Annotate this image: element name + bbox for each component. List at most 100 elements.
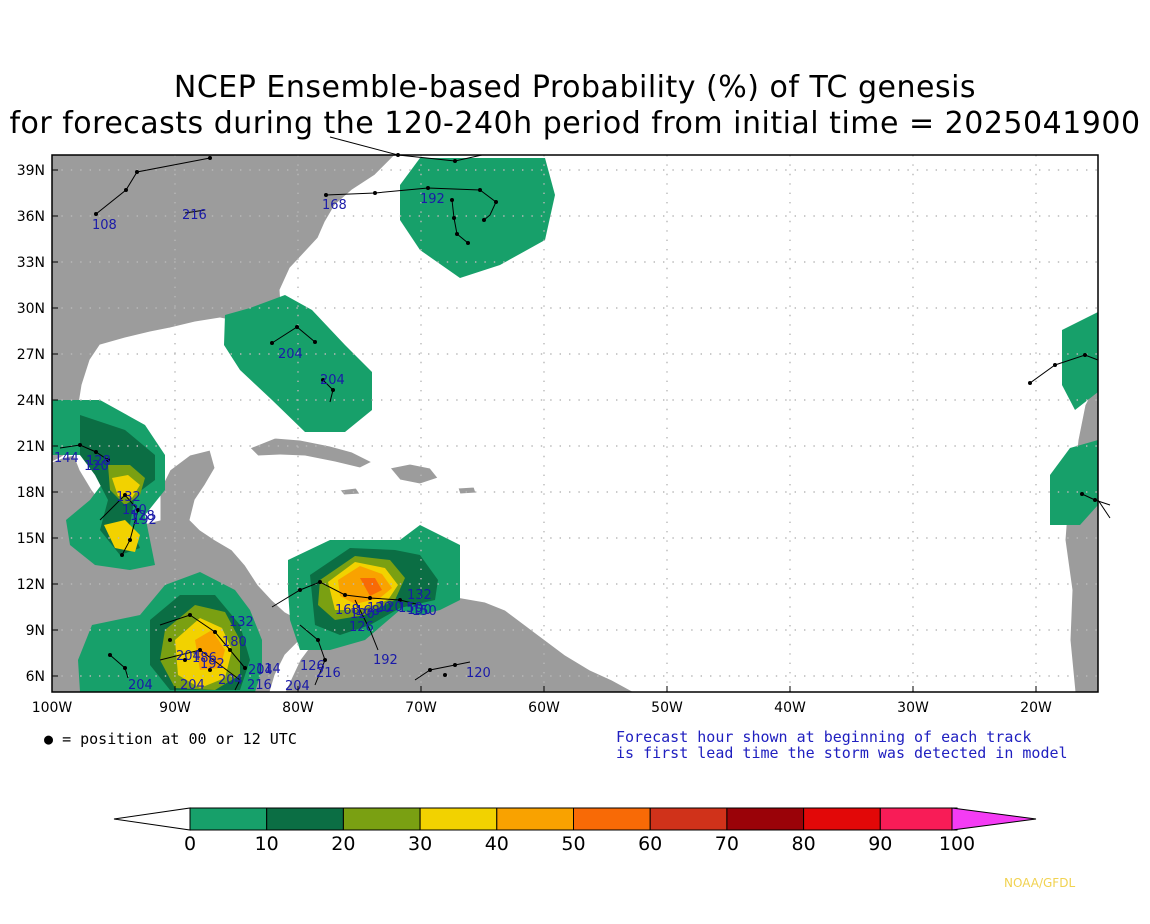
track-hour-label: 120 [122,503,147,518]
latitude-labels: 39N 36N 33N 30N 27N 24N 21N 18N 15N 12N 9N 6N [17,163,58,685]
lon-label: 50W [651,700,683,716]
track-hour-label: 216 [247,678,272,693]
lat-label: 30N [17,301,45,317]
land-cuba [249,437,374,469]
colorbar-tick-label: 60 [638,833,662,855]
lat-label: 9N [26,623,45,639]
track-hour-label: 120 [84,459,109,474]
track-hour-label: 168 [355,604,380,619]
colorbar: 0 10 20 30 40 50 60 70 80 90 100 [113,807,1037,855]
track-hour-label: 192 [373,653,398,668]
colorbar-segment [803,807,881,831]
colorbar-tick-label: 0 [184,833,196,855]
track-hour-label: 132 [229,615,254,630]
track-hour-label: 168 [335,603,360,618]
track-hour-label: 150 [407,603,432,618]
colorbar-segment [573,807,651,831]
track-hour-label: 204 [128,678,153,693]
lon-label: 60W [528,700,560,716]
map-title-line2: for forecasts during the 120-240h period… [9,106,1141,141]
colorbar-segment [879,807,958,831]
prob-area-carib-core3 [360,578,382,596]
track-hour-label: 204 [278,347,303,362]
track-hour-label: 204 [320,373,345,388]
track-hour-label: 114 [256,662,281,677]
track-hour-label: 204 [248,663,273,678]
colorbar-tick-label: 40 [485,833,509,855]
colorbar-tick-label: 100 [939,833,975,855]
lat-label: 12N [17,577,45,593]
lon-label: 90W [159,700,191,716]
credit-label: NOAA/GFDL [1004,876,1076,890]
lon-label: 20W [1020,700,1052,716]
prob-area-epac-core2 [195,630,225,670]
track-hour-label: 180 [222,635,247,650]
prob-area-canary [1062,312,1098,410]
land-hispaniola [389,463,439,485]
track-hour-label: 216 [182,208,207,223]
colorbar-segment [419,807,498,831]
forecast-note-line2: is first lead time the storm was detecte… [616,744,1068,762]
colorbar-segment [726,807,805,831]
colorbar-segment [189,807,268,831]
track-hour-label: 126 [300,659,325,674]
lat-label: 18N [17,485,45,501]
map-title-line1: NCEP Ensemble-based Probability (%) of T… [173,70,977,105]
map-frame [51,154,1099,693]
colorbar-tick-label: 50 [561,833,585,855]
position-legend-text: = position at 00 or 12 UTC [62,730,297,748]
lat-label: 39N [17,163,45,179]
track-hour-label: 132 [116,490,141,505]
track-hour-label: 216 [316,666,341,681]
track-points [78,153,1097,677]
lon-label: 40W [774,700,806,716]
colorbar-segment [496,807,574,831]
lon-label: 30W [897,700,929,716]
track-hour-label: 204 [176,649,201,664]
colorbar-tick-label: 10 [255,833,279,855]
track-hour-label: 168 [322,198,347,213]
colorbar-tick-label: 70 [715,833,739,855]
lat-label: 36N [17,209,45,225]
lon-label: 70W [405,700,437,716]
land-jamaica [339,487,361,496]
colorbar-segment [649,807,728,831]
colorbar-segment [266,807,344,831]
track-hour-label: 132 [407,588,432,603]
track-hour-label: 128 [86,454,111,469]
colorbar-tick-label: 90 [868,833,892,855]
track-hour-label: 192 [200,657,225,672]
track-hour-label: 204 [180,678,205,693]
lat-label: 33N [17,255,45,271]
track-hour-label: 126 [349,620,374,635]
track-hour-label: 204 [218,673,243,688]
land-puerto-rico [457,486,477,495]
colorbar-segment [342,807,421,831]
lat-label: 27N [17,347,45,363]
colorbar-tick-label: 20 [331,833,355,855]
track-hour-label: 204 [285,679,310,694]
track-hour-label: 192 [132,513,157,528]
prob-area-gulf-core2 [104,520,140,552]
prob-area-florida [224,295,372,432]
longitude-labels: 100W 90W 80W 70W 60W 50W 40W 30W 20W [32,686,1052,716]
track-hour-label: 144 [54,451,79,466]
probability-shading [52,158,1098,692]
lat-label: 6N [26,669,45,685]
prob-area-cape-verde [1050,440,1098,525]
colorbar-tick-label: 80 [792,833,816,855]
forecast-note-line1: Forecast hour shown at beginning of each… [616,728,1032,746]
track-hour-label: 128 [130,509,155,524]
track-hour-label: 108 [92,218,117,233]
track-hour-label: 192 [420,192,445,207]
colorbar-tick-label: 30 [408,833,432,855]
track-hour-label: 120 [466,666,491,681]
lat-label: 24N [17,393,45,409]
track-hour-label: 120 [378,600,403,615]
colorbar-right-arrow [951,807,1037,831]
lat-label: 15N [17,531,45,547]
track-hour-label: 150 [398,601,423,616]
lon-label: 80W [282,700,314,716]
track-hour-label: 150 [412,604,437,619]
